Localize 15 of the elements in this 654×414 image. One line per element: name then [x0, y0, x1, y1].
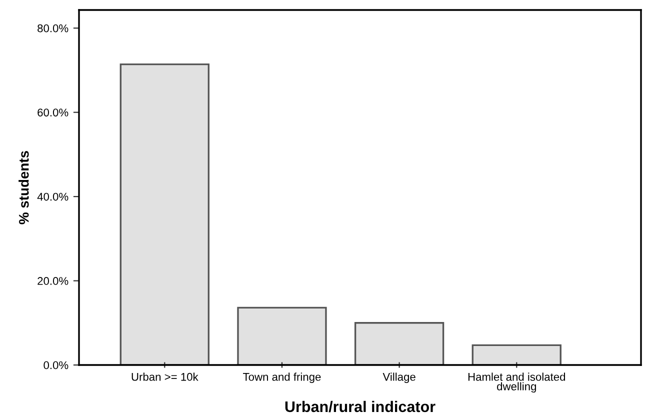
y-tick-label: 20.0%	[38, 277, 68, 285]
x-tick-label: Urban >= 10k	[132, 372, 198, 381]
x-tick-label: Hamlet and isolated dwelling	[468, 372, 566, 393]
bar	[120, 63, 210, 365]
x-tick-label: Town and fringe	[243, 372, 321, 383]
bar	[354, 322, 444, 365]
y-tick-label: 0.0%	[44, 361, 68, 370]
y-tick-label: 80.0%	[38, 24, 68, 32]
bar	[472, 344, 562, 365]
y-axis-title: % students	[18, 151, 29, 224]
x-tick-label: Village	[382, 372, 416, 383]
bar	[237, 306, 327, 365]
y-tick-label: 60.0%	[38, 108, 68, 116]
y-tick-label: 40.0%	[37, 192, 68, 201]
x-axis-title: Urban/rural indicator	[285, 400, 436, 412]
